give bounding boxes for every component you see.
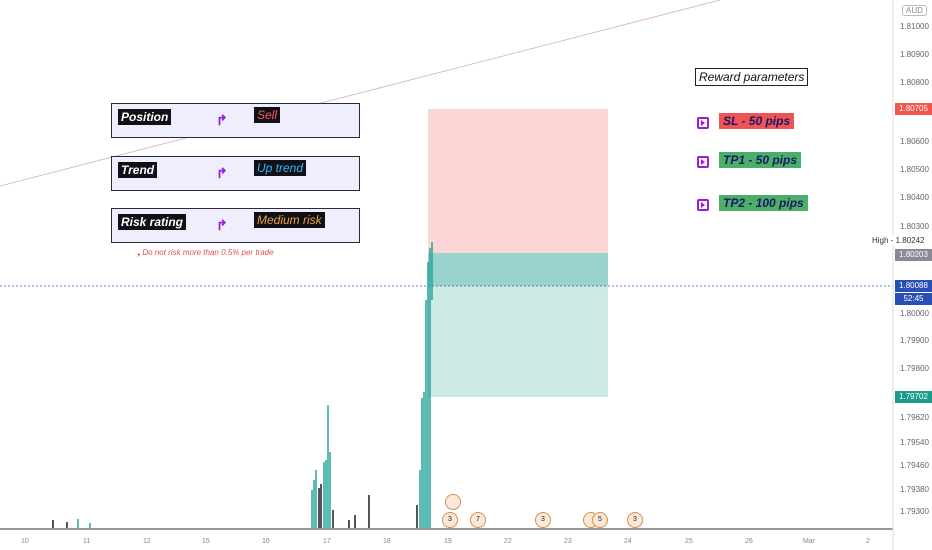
- position-panel: Position ↱ Sell: [111, 103, 360, 138]
- curved-arrow-icon: ↱: [216, 112, 228, 128]
- play-icon: [697, 199, 709, 211]
- time-tick: Mar: [803, 538, 816, 545]
- current-price-badge: 1.80088: [895, 280, 932, 292]
- candles: [52, 242, 433, 528]
- price-tick: 1.80800: [900, 78, 929, 87]
- time-tick: 23: [564, 538, 572, 545]
- countdown-badge: 52:45: [895, 293, 932, 305]
- price-tick: 1.80400: [900, 193, 929, 202]
- price-tick: 1.79380: [900, 485, 929, 494]
- high-label: High - 1.80242: [870, 236, 927, 245]
- time-tick: 15: [202, 538, 210, 545]
- price-tick: 1.81000: [900, 22, 929, 31]
- position-label: Position: [118, 109, 172, 125]
- price-tick: 1.80600: [900, 137, 929, 146]
- time-tick: 24: [624, 538, 632, 545]
- price-tick: 1.79460: [900, 461, 929, 470]
- event-flag-icon[interactable]: 3: [627, 512, 643, 528]
- price-tick: 1.80900: [900, 50, 929, 59]
- price-tick: 1.79620: [900, 413, 929, 422]
- price-tick: 1.80300: [900, 222, 929, 231]
- stop-loss-zone: [428, 109, 608, 253]
- risk-note-text: Do not risk more than 0.5% per trade: [142, 248, 274, 257]
- position-value: Sell: [254, 107, 281, 123]
- take-profit-zone-1: [428, 253, 608, 286]
- curved-arrow-icon: ↱: [216, 217, 228, 233]
- time-tick: 10: [21, 538, 29, 545]
- take-profit-zone-2: [428, 286, 608, 397]
- play-icon: [697, 117, 709, 129]
- time-tick: 17: [323, 538, 331, 545]
- risk-note: ❟ Do not risk more than 0.5% per trade: [137, 248, 274, 258]
- price-tick: 1.80500: [900, 165, 929, 174]
- trend-value: Up trend: [254, 160, 307, 176]
- alert-icon: ❟: [137, 248, 141, 257]
- high-text: High: [872, 236, 889, 245]
- time-tick: 16: [262, 538, 270, 545]
- play-icon: [697, 156, 709, 168]
- time-tick: 18: [383, 538, 391, 545]
- time-tick: 12: [143, 538, 151, 545]
- reward-title: Reward parameters: [695, 68, 809, 86]
- time-tick: 11: [83, 538, 91, 545]
- sl-price-badge: 1.80705: [895, 103, 932, 115]
- risk-value: Medium risk: [254, 212, 325, 228]
- event-flag-icon[interactable]: 5: [592, 512, 608, 528]
- curved-arrow-icon: ↱: [216, 165, 228, 181]
- reward-tp2-label: TP2 - 100 pips: [719, 195, 808, 211]
- price-tick: 1.79900: [900, 336, 929, 345]
- event-flag-icon[interactable]: 7: [470, 512, 486, 528]
- trend-label: Trend: [118, 162, 158, 178]
- risk-panel: Risk rating ↱ Medium risk: [111, 208, 360, 243]
- entry-price-badge: 1.80203: [895, 249, 932, 261]
- reward-tp1-label: TP1 - 50 pips: [719, 152, 802, 168]
- high-value: 1.80242: [895, 236, 925, 245]
- trend-line: [0, 0, 721, 187]
- trend-panel: Trend ↱ Up trend: [111, 156, 360, 191]
- time-tick: 22: [504, 538, 512, 545]
- time-tick: 2: [866, 538, 870, 545]
- time-tick: 25: [685, 538, 693, 545]
- risk-label: Risk rating: [118, 214, 187, 230]
- price-tick: 1.80000: [900, 309, 929, 318]
- price-tick: 1.79540: [900, 438, 929, 447]
- reward-sl-label: SL - 50 pips: [719, 113, 795, 129]
- currency-button[interactable]: AUD: [902, 5, 927, 16]
- time-tick: 19: [444, 538, 452, 545]
- event-flag-icon[interactable]: 3: [442, 512, 458, 528]
- target-price-badge: 1.79702: [895, 391, 932, 403]
- price-tick: 1.79300: [900, 507, 929, 516]
- price-tick: 1.79800: [900, 364, 929, 373]
- event-flag-icon[interactable]: [445, 494, 461, 510]
- time-tick: 26: [745, 538, 753, 545]
- event-flag-icon[interactable]: 3: [535, 512, 551, 528]
